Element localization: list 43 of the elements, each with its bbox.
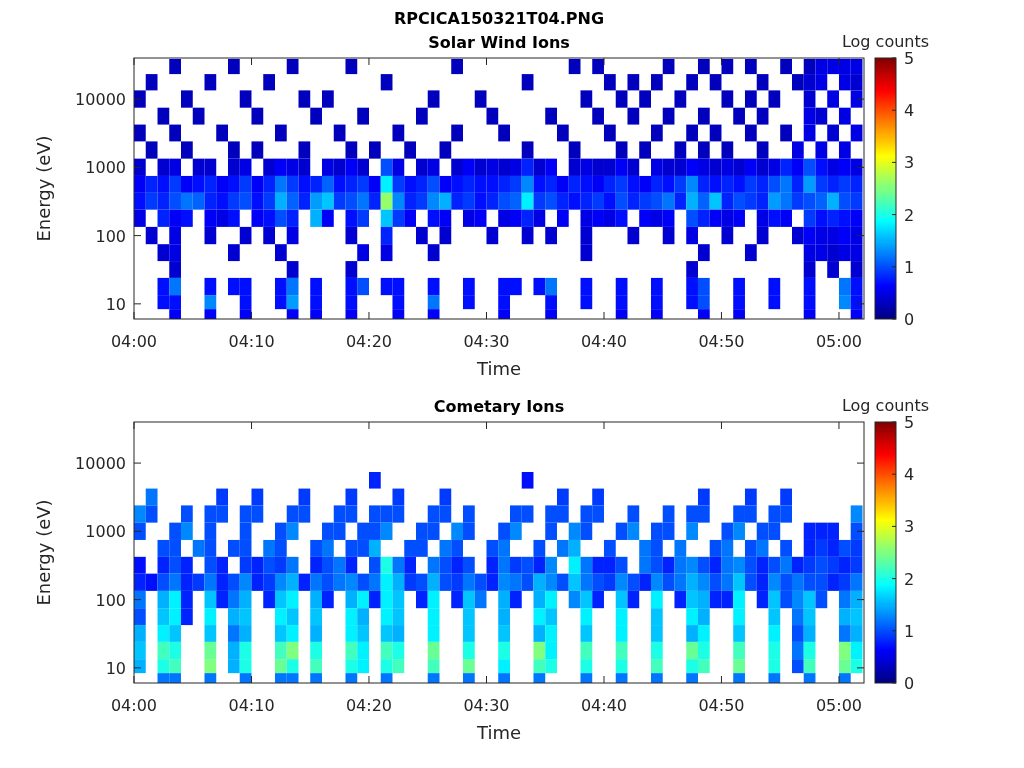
color-bar-label: 0 [904, 674, 915, 693]
color-bar-label: 4 [904, 101, 915, 121]
color-bar-label: 5 [904, 413, 915, 432]
y-tick-label: 100 [95, 226, 126, 246]
color-bar-title: Log counts [841, 396, 930, 415]
x-axis-title: Time [475, 358, 522, 379]
color-bar-label: 0 [904, 310, 915, 329]
x-tick-label: 04:00 [110, 696, 158, 715]
x-tick-label: 04:40 [580, 696, 628, 715]
y-tick-label: 1000 [85, 158, 126, 178]
color-bar-label: 1 [904, 621, 915, 641]
color-bar-label: 3 [904, 517, 915, 537]
x-axis-title: Time [475, 722, 522, 743]
chart-title: RPCICA150321T04.PNG [393, 9, 605, 28]
color-bar-label: 5 [904, 49, 915, 68]
y-axis-title: Energy (eV) [33, 135, 54, 242]
color-bar-label: 4 [904, 465, 915, 485]
x-tick-label: 04:40 [580, 332, 628, 351]
x-tick-label: 04:30 [463, 332, 510, 351]
x-tick-label: 04:10 [228, 332, 275, 351]
x-tick-label: 04:10 [228, 696, 275, 715]
x-tick-label: 04:00 [110, 332, 158, 351]
x-tick-label: 05:00 [815, 332, 863, 351]
color-bar-label: 1 [904, 257, 915, 277]
y-tick-label: 10 [105, 658, 126, 678]
color-bar-label: 2 [904, 205, 915, 225]
y-tick-label: 10000 [75, 454, 126, 474]
y-tick-label: 100 [95, 590, 126, 610]
color-bar-label: 2 [904, 569, 915, 589]
x-tick-label: 04:20 [345, 332, 393, 351]
y-tick-label: 1000 [85, 522, 126, 542]
x-tick-label: 04:20 [345, 696, 393, 715]
color-bar-title: Log counts [841, 32, 930, 51]
color-bar-label: 3 [904, 153, 915, 173]
x-tick-label: 04:50 [698, 696, 745, 715]
chart-subtitle: Solar Wind Ions [428, 33, 570, 52]
chart-title: Cometary Ions [433, 397, 565, 416]
x-tick-label: 04:30 [463, 696, 510, 715]
y-tick-label: 10 [105, 294, 126, 314]
x-tick-label: 05:00 [815, 696, 863, 715]
x-tick-label: 04:50 [698, 332, 745, 351]
y-axis-title: Energy (eV) [33, 499, 54, 606]
y-tick-label: 10000 [75, 90, 126, 110]
